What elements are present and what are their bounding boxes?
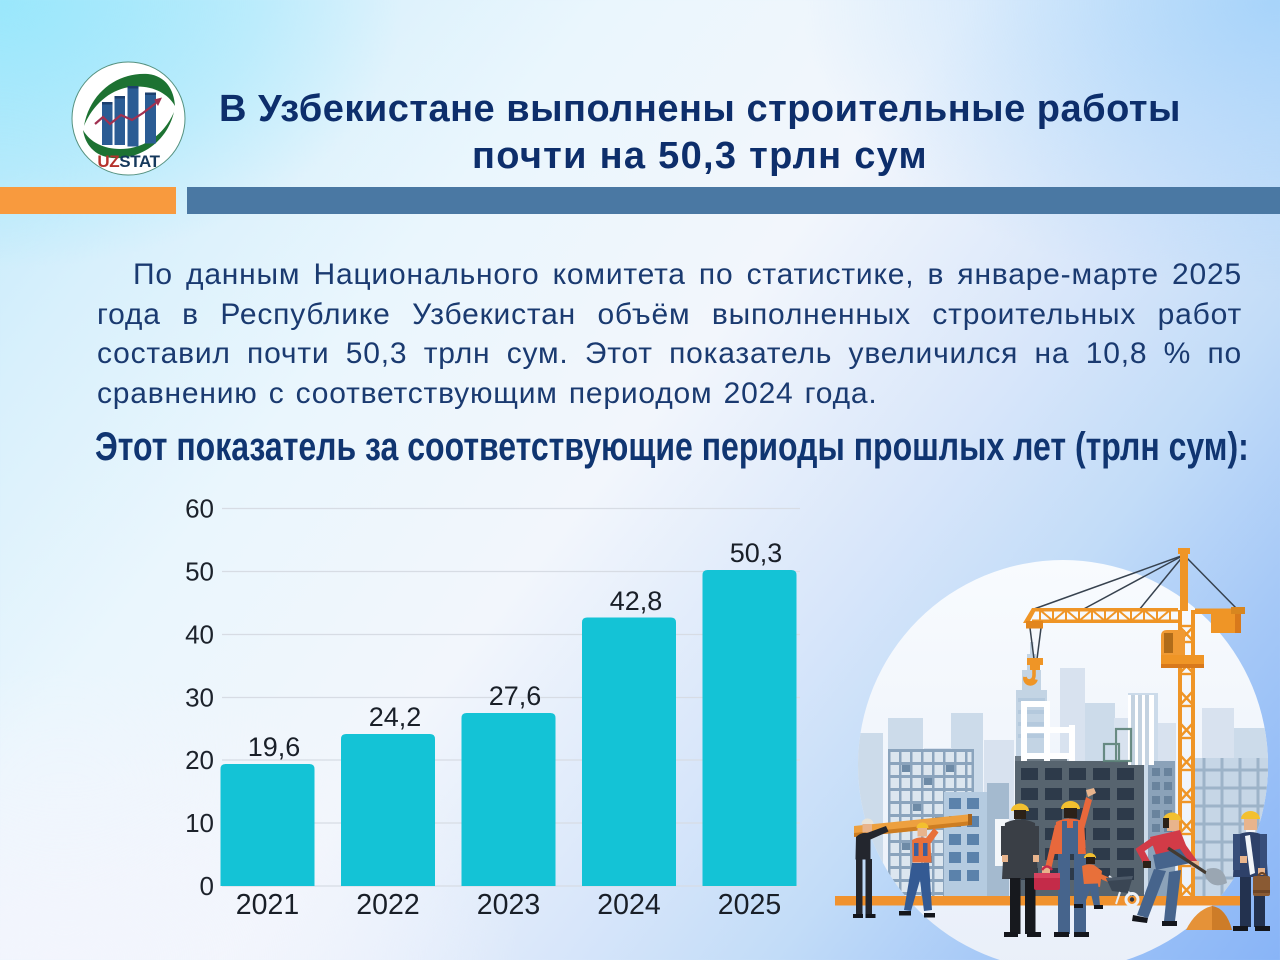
svg-text:19,6: 19,6 [248,732,301,762]
svg-text:2025: 2025 [718,889,781,921]
svg-text:42,8: 42,8 [610,586,663,616]
svg-text:30: 30 [185,683,214,713]
svg-text:UZSTAT: UZSTAT [97,152,160,171]
svg-text:40: 40 [185,620,214,650]
svg-text:2023: 2023 [477,889,540,921]
svg-text:50,3: 50,3 [730,538,783,568]
svg-text:2021: 2021 [236,889,299,921]
svg-text:60: 60 [185,494,214,524]
svg-text:2022: 2022 [356,889,419,921]
svg-text:20: 20 [185,745,214,775]
svg-text:2024: 2024 [597,889,661,921]
svg-text:27,6: 27,6 [489,681,542,711]
svg-text:50: 50 [185,557,214,587]
svg-text:10: 10 [185,808,214,838]
svg-text:24,2: 24,2 [369,702,422,732]
svg-text:0: 0 [200,871,214,901]
